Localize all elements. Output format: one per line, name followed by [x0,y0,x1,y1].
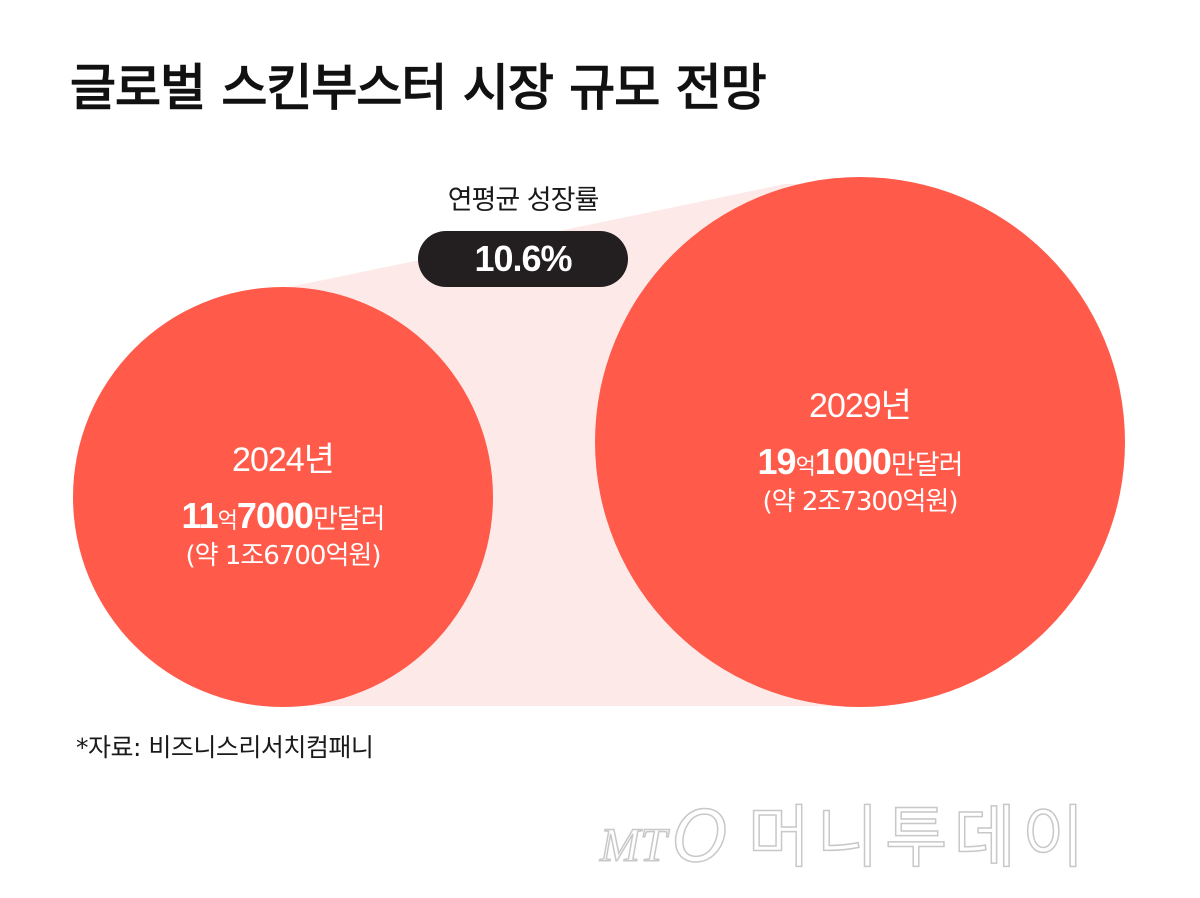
bubble-2029-label: 2029년 19억1000만달러 (약 2조7300억원) [710,378,1010,518]
bubble-krw-value: (약 2조7300억원) [762,487,959,517]
watermark-brand-latin: MT [599,818,667,873]
cagr-badge: 10.6% [418,231,628,287]
bubble-usd-value: 11억7000만달러 [133,495,433,537]
bubble-year: 2024년 [232,441,335,479]
bubble-usd-value: 19억1000만달러 [710,441,1010,483]
bubble-krw-value: (약 1조6700억원) [185,541,382,571]
usd-billion-number: 11 [181,495,219,536]
usd-million-number: 1000 [814,441,892,482]
usd-million-number: 7000 [236,495,314,536]
usd-billion-unit: 억 [217,509,238,534]
cagr-value: 10.6% [474,238,572,279]
bubble-year: 2029년 [809,387,912,425]
chart-title: 글로벌 스킨부스터 시장 규모 전망 [70,59,767,117]
cagr-label: 연평균 성장률 [447,185,600,216]
usd-billion-number: 19 [757,441,797,482]
bubble-2029 [595,177,1125,707]
usd-million-unit: 만달러 [890,450,964,481]
watermark-logo: MTO 머니투데이 [599,782,1091,881]
usd-million-unit: 만달러 [312,504,386,535]
source-note: *자료: 비즈니스리서치컴패니 [76,733,374,762]
bubble-2024-label: 2024년 11억7000만달러 (약 1조6700억원) [133,432,433,572]
bubble-2024 [73,287,493,707]
watermark-brand-korean: 머니투데이 [747,798,1091,879]
watermark-ring-icon: O [672,795,734,879]
usd-billion-unit: 억 [795,455,816,480]
